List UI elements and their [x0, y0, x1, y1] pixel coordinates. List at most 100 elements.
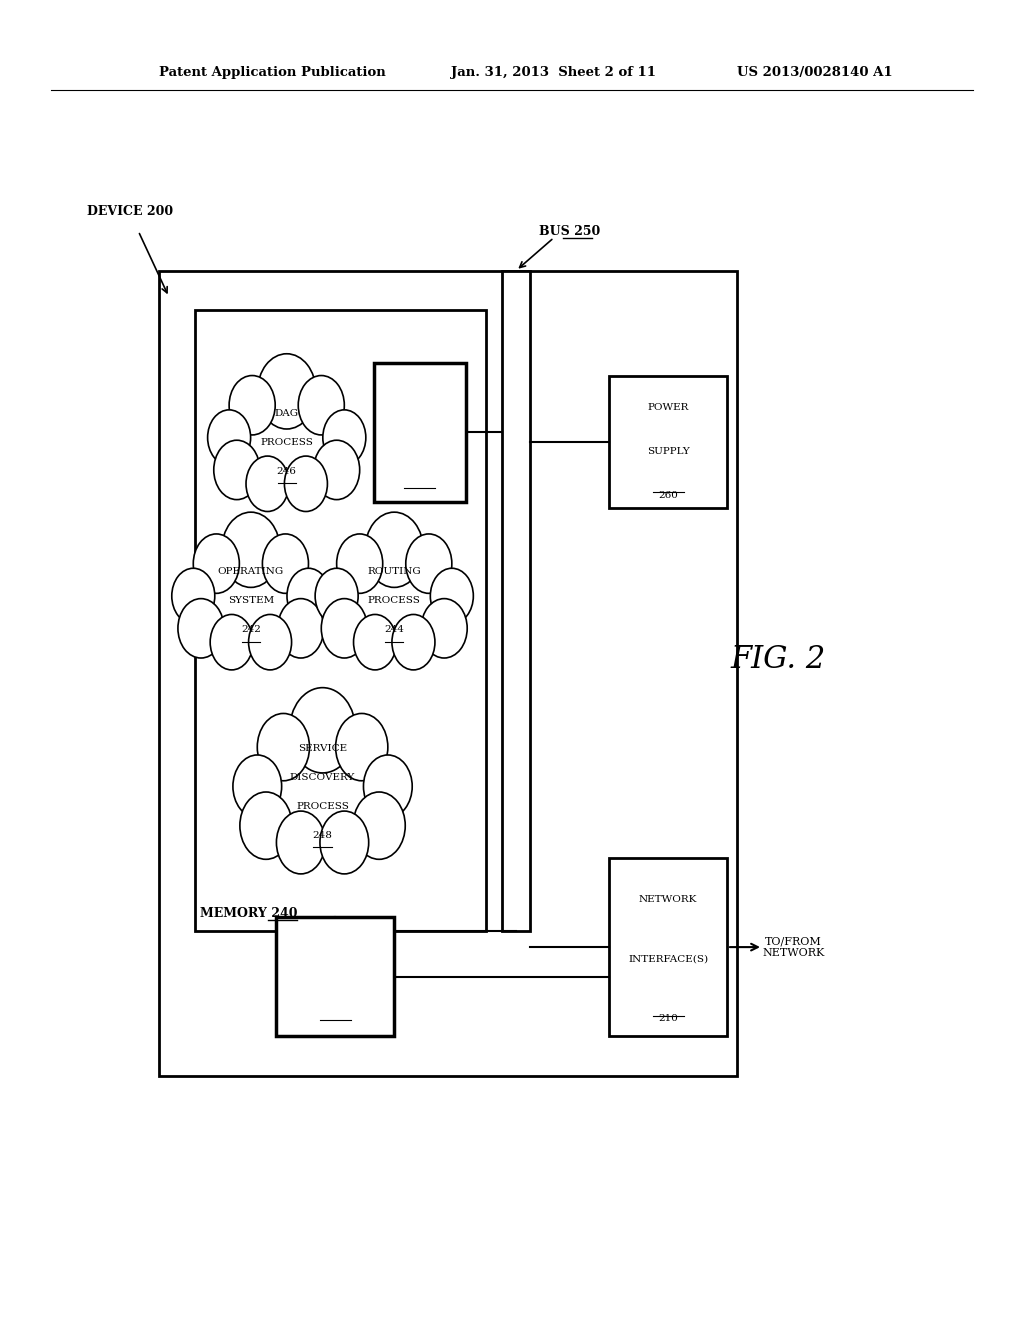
Circle shape: [214, 440, 260, 500]
Bar: [609, 376, 727, 508]
Circle shape: [285, 455, 328, 511]
Bar: [195, 310, 486, 931]
Text: FIG. 2: FIG. 2: [730, 644, 826, 676]
Circle shape: [290, 688, 355, 774]
Bar: [159, 271, 737, 1076]
Circle shape: [258, 354, 315, 429]
Circle shape: [245, 388, 329, 496]
Circle shape: [172, 568, 215, 624]
Text: ROUTING: ROUTING: [368, 568, 421, 576]
Circle shape: [210, 614, 253, 671]
Circle shape: [208, 409, 251, 466]
Text: 245: 245: [410, 483, 430, 492]
Circle shape: [232, 755, 282, 818]
Circle shape: [322, 598, 368, 657]
Text: BUS 250: BUS 250: [539, 224, 600, 238]
Text: OPERATING: OPERATING: [218, 568, 284, 576]
Circle shape: [315, 568, 358, 624]
Circle shape: [246, 455, 289, 511]
Circle shape: [287, 568, 330, 624]
Text: PROCESSOR(S): PROCESSOR(S): [293, 954, 378, 964]
Circle shape: [214, 440, 260, 500]
Circle shape: [323, 409, 366, 466]
Circle shape: [221, 512, 280, 587]
Text: 244: 244: [384, 626, 404, 634]
Circle shape: [257, 713, 309, 780]
Circle shape: [276, 810, 326, 874]
Circle shape: [208, 409, 251, 466]
Circle shape: [232, 755, 282, 818]
Text: STRUCTURES: STRUCTURES: [382, 437, 458, 446]
Circle shape: [323, 409, 366, 466]
Circle shape: [353, 614, 396, 671]
Circle shape: [352, 546, 436, 655]
Circle shape: [194, 533, 240, 593]
Text: 248: 248: [312, 832, 333, 840]
Circle shape: [430, 568, 473, 624]
Circle shape: [364, 755, 413, 818]
Circle shape: [278, 598, 324, 657]
Text: 220: 220: [326, 1014, 345, 1023]
Circle shape: [257, 713, 309, 780]
Circle shape: [209, 546, 293, 655]
Circle shape: [337, 533, 383, 593]
Circle shape: [229, 375, 275, 436]
Text: NETWORK: NETWORK: [639, 895, 697, 904]
Circle shape: [353, 792, 406, 859]
Text: SYSTEM: SYSTEM: [227, 597, 274, 605]
Circle shape: [194, 533, 240, 593]
Circle shape: [392, 614, 435, 671]
Circle shape: [262, 533, 308, 593]
Text: DISCOVERY: DISCOVERY: [290, 774, 355, 781]
Text: DEVICE 200: DEVICE 200: [87, 205, 173, 218]
Circle shape: [285, 455, 328, 511]
Circle shape: [313, 440, 359, 500]
Circle shape: [290, 688, 355, 774]
Text: INTERFACE(S): INTERFACE(S): [628, 954, 709, 964]
Bar: [502, 271, 530, 931]
Text: PROCESS: PROCESS: [296, 803, 349, 810]
Circle shape: [240, 792, 292, 859]
Circle shape: [298, 375, 344, 436]
Circle shape: [421, 598, 467, 657]
Circle shape: [258, 354, 315, 429]
Circle shape: [392, 614, 435, 671]
Circle shape: [298, 375, 344, 436]
Circle shape: [178, 598, 224, 657]
Text: SERVICE: SERVICE: [298, 744, 347, 752]
Text: TO/FROM
NETWORK: TO/FROM NETWORK: [763, 936, 824, 958]
Circle shape: [366, 512, 424, 587]
Text: Patent Application Publication: Patent Application Publication: [159, 66, 385, 79]
Bar: [374, 363, 466, 502]
Circle shape: [336, 713, 388, 780]
Circle shape: [240, 792, 292, 859]
Circle shape: [336, 713, 388, 780]
Circle shape: [319, 810, 369, 874]
Circle shape: [172, 568, 215, 624]
Circle shape: [262, 533, 308, 593]
Circle shape: [313, 440, 359, 500]
Circle shape: [276, 810, 326, 874]
Circle shape: [337, 533, 383, 593]
Text: DATA: DATA: [406, 391, 434, 400]
Text: DAG: DAG: [274, 409, 299, 417]
Circle shape: [430, 568, 473, 624]
Circle shape: [210, 614, 253, 671]
Text: 246: 246: [276, 467, 297, 475]
Circle shape: [364, 755, 413, 818]
Circle shape: [278, 598, 324, 657]
Text: PROCESS: PROCESS: [260, 438, 313, 446]
Circle shape: [274, 730, 371, 854]
Bar: [276, 917, 394, 1036]
Circle shape: [421, 598, 467, 657]
Text: US 2013/0028140 A1: US 2013/0028140 A1: [737, 66, 893, 79]
Text: MEMORY 240: MEMORY 240: [200, 907, 297, 920]
Circle shape: [249, 614, 292, 671]
Text: 260: 260: [658, 491, 678, 499]
Text: POWER: POWER: [647, 403, 689, 412]
Circle shape: [406, 533, 452, 593]
Circle shape: [249, 614, 292, 671]
Circle shape: [287, 568, 330, 624]
Circle shape: [406, 533, 452, 593]
Circle shape: [319, 810, 369, 874]
